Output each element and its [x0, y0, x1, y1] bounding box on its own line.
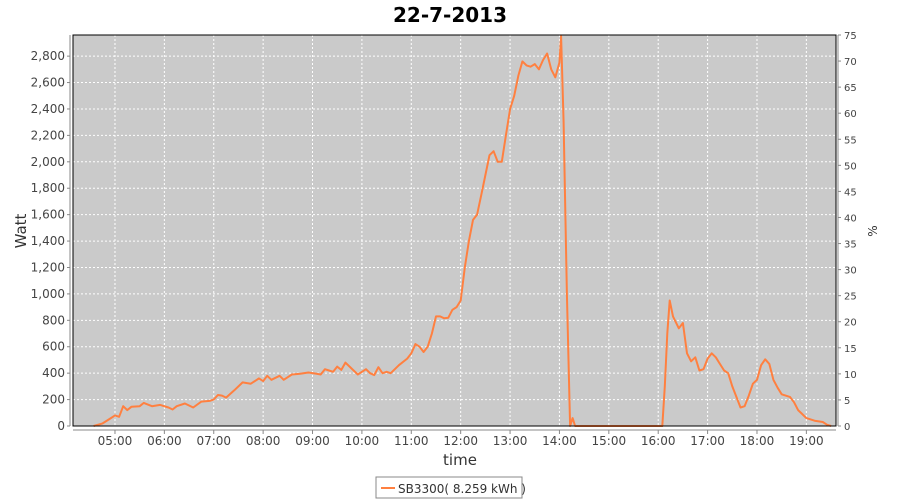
- plot-frame: [72, 34, 837, 427]
- x-tick-label: 16:00: [641, 434, 676, 448]
- y-right-tick-label: 30: [844, 266, 857, 277]
- y-right-tick-label: 40: [844, 213, 857, 224]
- plot-area: [72, 34, 837, 427]
- y-right-tick-label: 5: [844, 396, 850, 407]
- y-right-tick-label: 75: [844, 31, 857, 42]
- y-right-tick-label: 45: [844, 187, 857, 198]
- x-tick-label: 05:00: [98, 434, 133, 448]
- x-tick-label: 09:00: [295, 434, 330, 448]
- legend-box: [375, 476, 523, 499]
- y-tick-label: 200: [42, 393, 65, 407]
- y-tick-label: 0: [57, 419, 65, 433]
- y-right-tick-label: 20: [844, 318, 857, 329]
- x-tick-label: 17:00: [690, 434, 725, 448]
- x-tick-label: 19:00: [789, 434, 824, 448]
- x-tick-label: 08:00: [246, 434, 281, 448]
- y-tick-label: 800: [42, 313, 65, 327]
- x-tick-label: 07:00: [196, 434, 231, 448]
- x-tick-label: 06:00: [147, 434, 182, 448]
- y-axis-left: 0 200 400 600 800 1,000 1,200 1,400 1,600 1,800 2,…: [31, 35, 71, 433]
- y-right-tick-label: 60: [844, 109, 857, 120]
- y-tick-label: 2,400: [31, 102, 65, 116]
- y-right-tick-label: 25: [844, 292, 857, 303]
- y-right-tick-label: 0: [844, 422, 850, 433]
- y-tick-label: 2,600: [31, 76, 65, 90]
- y-tick-label: 2,000: [31, 155, 65, 169]
- x-tick-label: 11:00: [394, 434, 429, 448]
- y-right-tick-label: 15: [844, 344, 857, 355]
- legend: SB3300( 8.259 kWh ): [375, 476, 526, 499]
- x-tick-label: 10:00: [345, 434, 380, 448]
- x-tick-label: 18:00: [740, 434, 775, 448]
- y-axis-right: 0 5 10 15 20 25 30 35 40 45 50 55 60 65 70 75: [837, 31, 857, 433]
- x-axis: 05:00 06:00 07:00 08:00 09:00 10:00 11:00 12:00…: [73, 429, 836, 448]
- y-tick-label: 2,200: [31, 128, 65, 142]
- series-line: [93, 35, 832, 427]
- series-group: [72, 34, 837, 427]
- x-tick-label: 12:00: [443, 434, 478, 448]
- x-axis-label: time: [443, 451, 477, 469]
- y-tick-label: 1,400: [31, 234, 65, 248]
- x-tick-label: 15:00: [592, 434, 627, 448]
- y-right-tick-label: 65: [844, 83, 857, 94]
- x-tick-label: 14:00: [542, 434, 577, 448]
- chart-title: 22-7-2013: [393, 3, 507, 27]
- y-right-tick-label: 55: [844, 135, 857, 146]
- y-right-tick-label: 35: [844, 240, 857, 251]
- y-tick-label: 1,000: [31, 287, 65, 301]
- y-right-tick-label: 50: [844, 161, 857, 172]
- y-tick-label: 400: [42, 366, 65, 380]
- y-tick-label: 600: [42, 340, 65, 354]
- y-tick-label: 1,200: [31, 260, 65, 274]
- x-tick-label: 13:00: [493, 434, 528, 448]
- legend-label: SB3300( 8.259 kWh ): [398, 482, 526, 496]
- y-tick-label: 1,800: [31, 181, 65, 195]
- y-right-tick-label: 70: [844, 57, 857, 68]
- y-right-tick-label: 10: [844, 370, 857, 381]
- grid: [73, 35, 836, 426]
- y-axis-label: Watt: [12, 213, 30, 248]
- y-tick-label: 2,800: [31, 49, 65, 63]
- y-axis-right-label: %: [866, 225, 880, 236]
- y-tick-label: 1,600: [31, 208, 65, 222]
